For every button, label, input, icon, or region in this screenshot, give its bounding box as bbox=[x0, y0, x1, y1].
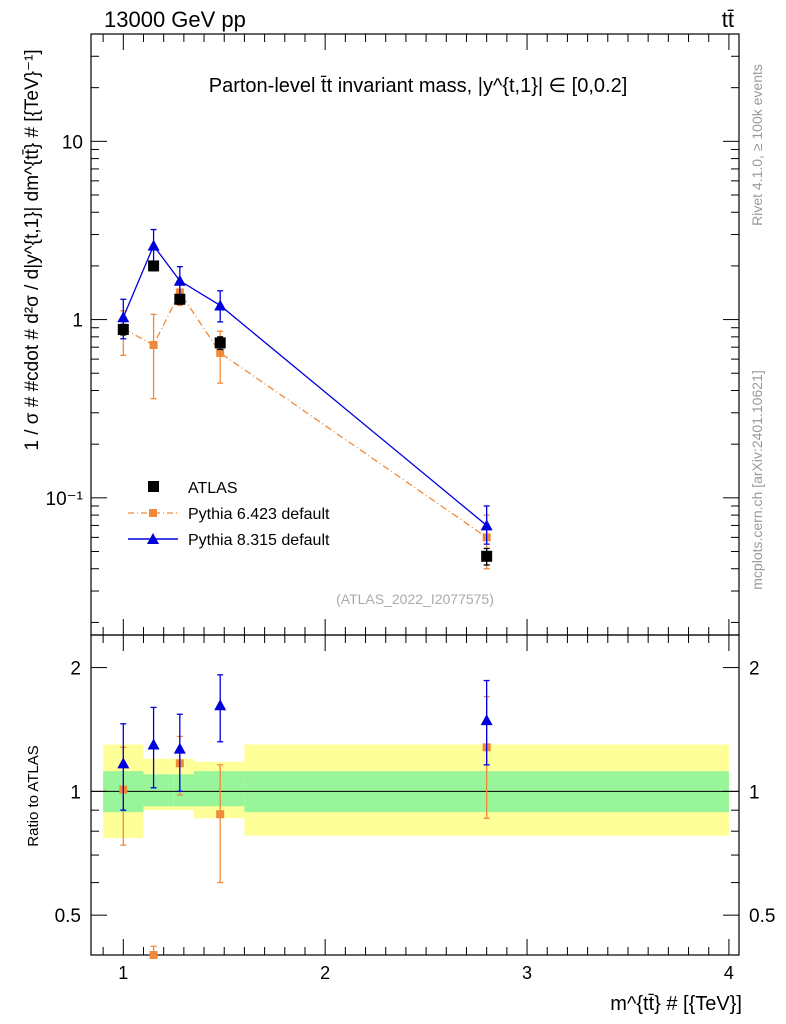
legend-label-pythia8: Pythia 8.315 default bbox=[188, 532, 330, 549]
mcplots-label: mcplots.cern.ch [arXiv:2401.10621] bbox=[749, 370, 765, 589]
ratio-pythia6-point bbox=[216, 810, 225, 819]
main-axes: 10 1 10⁻¹ bbox=[46, 33, 739, 635]
pythia8-point bbox=[173, 274, 186, 286]
pythia6-point bbox=[149, 341, 158, 350]
pythia8-line bbox=[122, 244, 488, 526]
atlas-point bbox=[481, 550, 493, 562]
legend-marker-pythia6 bbox=[149, 509, 157, 517]
ratio-pythia8-point bbox=[480, 714, 493, 726]
atlas-point bbox=[148, 260, 160, 272]
atlas-point bbox=[214, 337, 226, 349]
atlas-point bbox=[174, 293, 186, 305]
ratio-pythia8-point bbox=[117, 757, 130, 769]
ratio-y-tick-label: 1 bbox=[70, 782, 81, 803]
ratio-series bbox=[117, 674, 493, 959]
ratio-y-tick-label: 0.5 bbox=[55, 906, 81, 927]
legend-marker-atlas bbox=[148, 481, 159, 492]
legend-label-pythia6: Pythia 6.423 default bbox=[188, 506, 330, 523]
legend-label-atlas: ATLAS bbox=[188, 480, 238, 497]
ratio-pythia8-point bbox=[173, 742, 186, 754]
pythia6-point bbox=[216, 348, 225, 357]
plot-title: Parton-level t̄t invariant mass, |y^{t,1… bbox=[209, 75, 628, 97]
x-tick-label: 3 bbox=[522, 963, 532, 983]
main-ylabel: 1 / σ # #cdot # d²σ / d|y^{t,1}| dm^{tt̄… bbox=[22, 49, 43, 450]
inner-band-bin bbox=[173, 774, 194, 807]
inner-band-bin bbox=[143, 774, 174, 807]
ratio-y-tick-label: 2 bbox=[70, 659, 81, 680]
pythia8-point bbox=[480, 519, 493, 531]
ratio-pythia6-point bbox=[149, 951, 158, 959]
ratio-pythia8-point bbox=[214, 699, 227, 711]
main-y-tick-label: 10⁻¹ bbox=[46, 489, 84, 510]
main-y-tick-label: 1 bbox=[72, 311, 83, 332]
main-series bbox=[117, 228, 493, 570]
pythia6-line bbox=[122, 291, 488, 538]
legend-marker-pythia8 bbox=[147, 533, 159, 544]
legend: ATLAS Pythia 6.423 default Pythia 8.315 … bbox=[128, 480, 330, 549]
x-tick-label: 2 bbox=[320, 963, 330, 983]
ratio-y-tick-label-right: 1 bbox=[749, 782, 760, 803]
ratio-panel-frame bbox=[90, 634, 740, 956]
pythia8-point bbox=[214, 299, 227, 311]
rivet-label: Rivet 4.1.0, ≥ 100k events bbox=[749, 64, 765, 226]
xlabel: m^{tt̄} # [{TeV}] bbox=[610, 993, 742, 1015]
ratio-y-tick-label-right: 2 bbox=[749, 659, 760, 680]
energy-label: 13000 GeV pp bbox=[104, 7, 246, 32]
pythia8-point bbox=[147, 239, 160, 251]
main-y-tick-label: 10 bbox=[62, 132, 83, 153]
x-tick-label: 4 bbox=[724, 963, 734, 983]
ratio-ylabel: Ratio to ATLAS bbox=[25, 745, 42, 846]
ratio-bands bbox=[91, 744, 739, 839]
ratio-axes: 1 2 3 4 2 2 1 1 0.5 0.5 bbox=[55, 635, 775, 983]
process-label: tt̄ bbox=[722, 7, 734, 32]
ratio-pythia8-point bbox=[147, 738, 160, 750]
inner-band-bin bbox=[193, 771, 245, 807]
pythia8-point bbox=[117, 311, 130, 323]
ratio-y-tick-label-right: 0.5 bbox=[749, 906, 775, 927]
x-tick-label: 1 bbox=[118, 963, 128, 983]
atlas-point bbox=[117, 323, 129, 335]
analysis-label: (ATLAS_2022_I2077575) bbox=[336, 591, 494, 607]
